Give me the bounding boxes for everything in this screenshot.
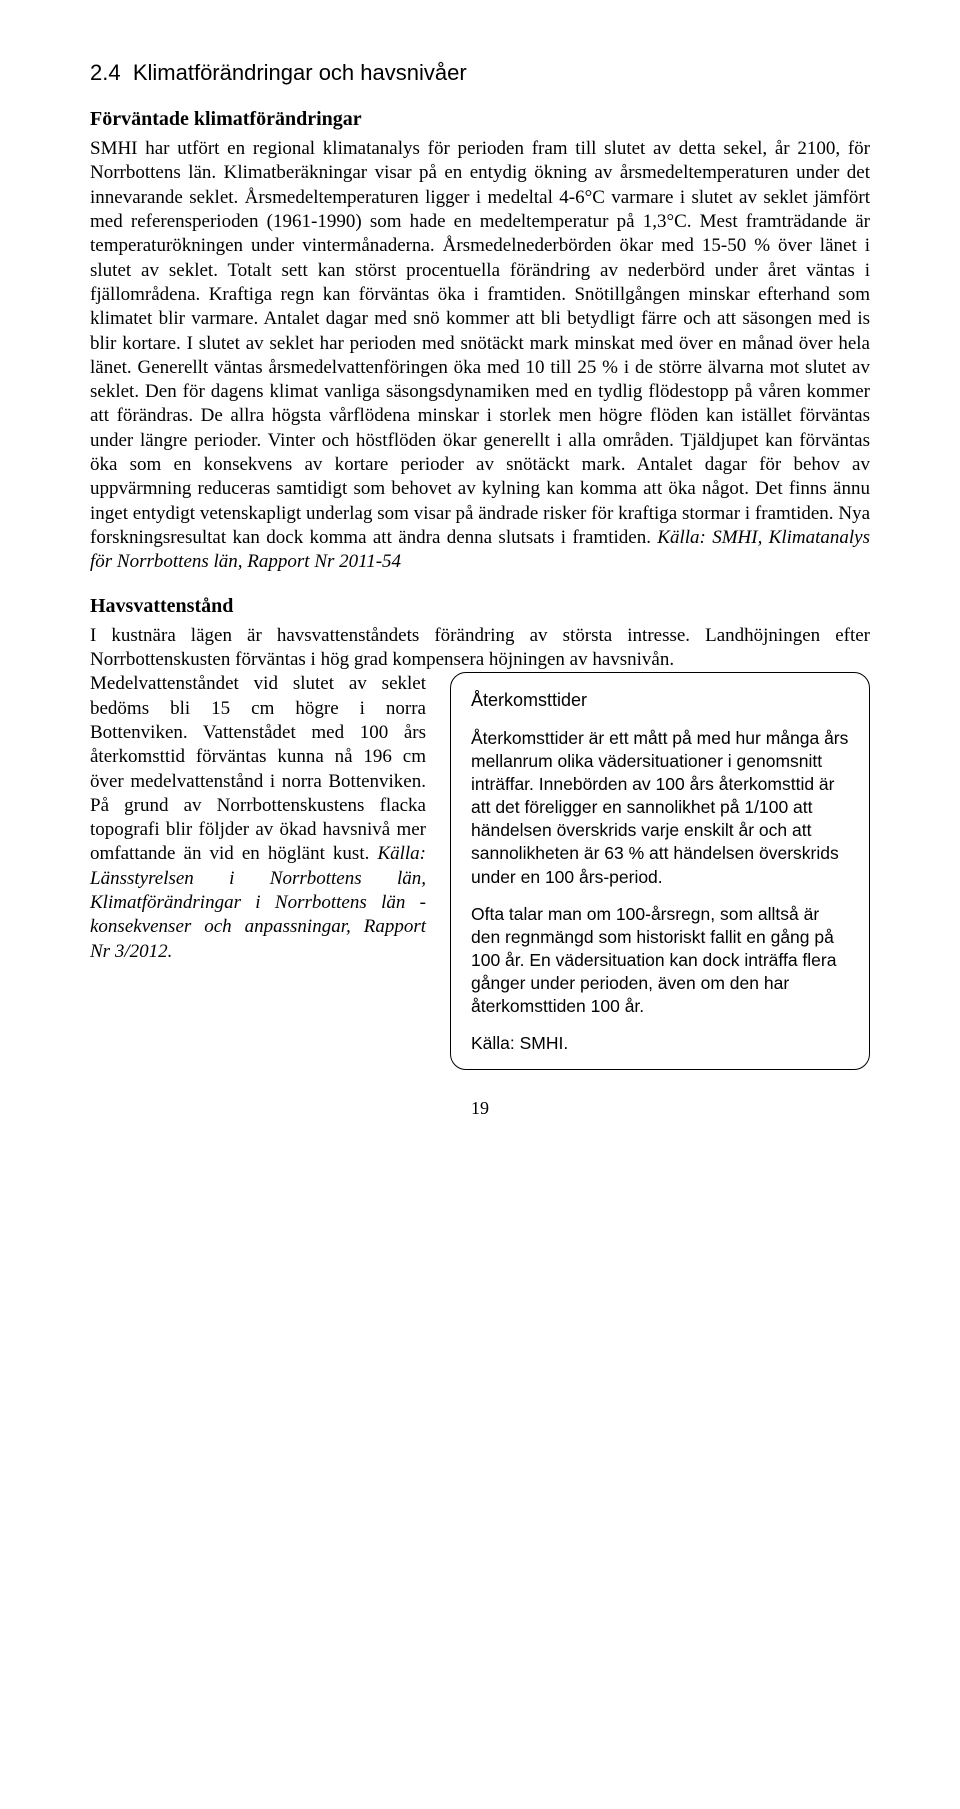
info-box-p2: Ofta talar man om 100-årsregn, som allts…	[471, 903, 849, 1018]
page-number: 19	[90, 1098, 870, 1119]
subheading-klimat: Förväntade klimatförändringar	[90, 108, 870, 131]
info-box-p3: Källa: SMHI.	[471, 1032, 849, 1055]
info-box-p1: Återkomsttider är ett mått på med hur må…	[471, 727, 849, 889]
section-heading: 2.4 Klimatförändringar och havsnivåer	[90, 60, 870, 86]
document-page: 2.4 Klimatförändringar och havsnivåer Fö…	[0, 0, 960, 1159]
subheading-havs: Havsvattenstånd	[90, 595, 870, 618]
paragraph-klimat-text: SMHI har utfört en regional klimatanalys…	[90, 138, 870, 548]
left-column-text: Medelvattenståndet vid slutet av seklet …	[90, 673, 426, 864]
info-box-title: Återkomsttider	[471, 689, 849, 713]
section-number: 2.4	[90, 60, 121, 85]
paragraph-klimat: SMHI har utfört en regional klimatanalys…	[90, 137, 870, 575]
two-column-layout: Medelvattenståndet vid slutet av seklet …	[90, 672, 870, 1070]
left-column: Medelvattenståndet vid slutet av seklet …	[90, 672, 426, 964]
paragraph-havs-intro: I kustnära lägen är havsvattenståndets f…	[90, 624, 870, 673]
section-title: Klimatförändringar och havsnivåer	[133, 60, 467, 85]
info-box-aterkomsttider: Återkomsttider Återkomsttider är ett måt…	[450, 672, 870, 1070]
